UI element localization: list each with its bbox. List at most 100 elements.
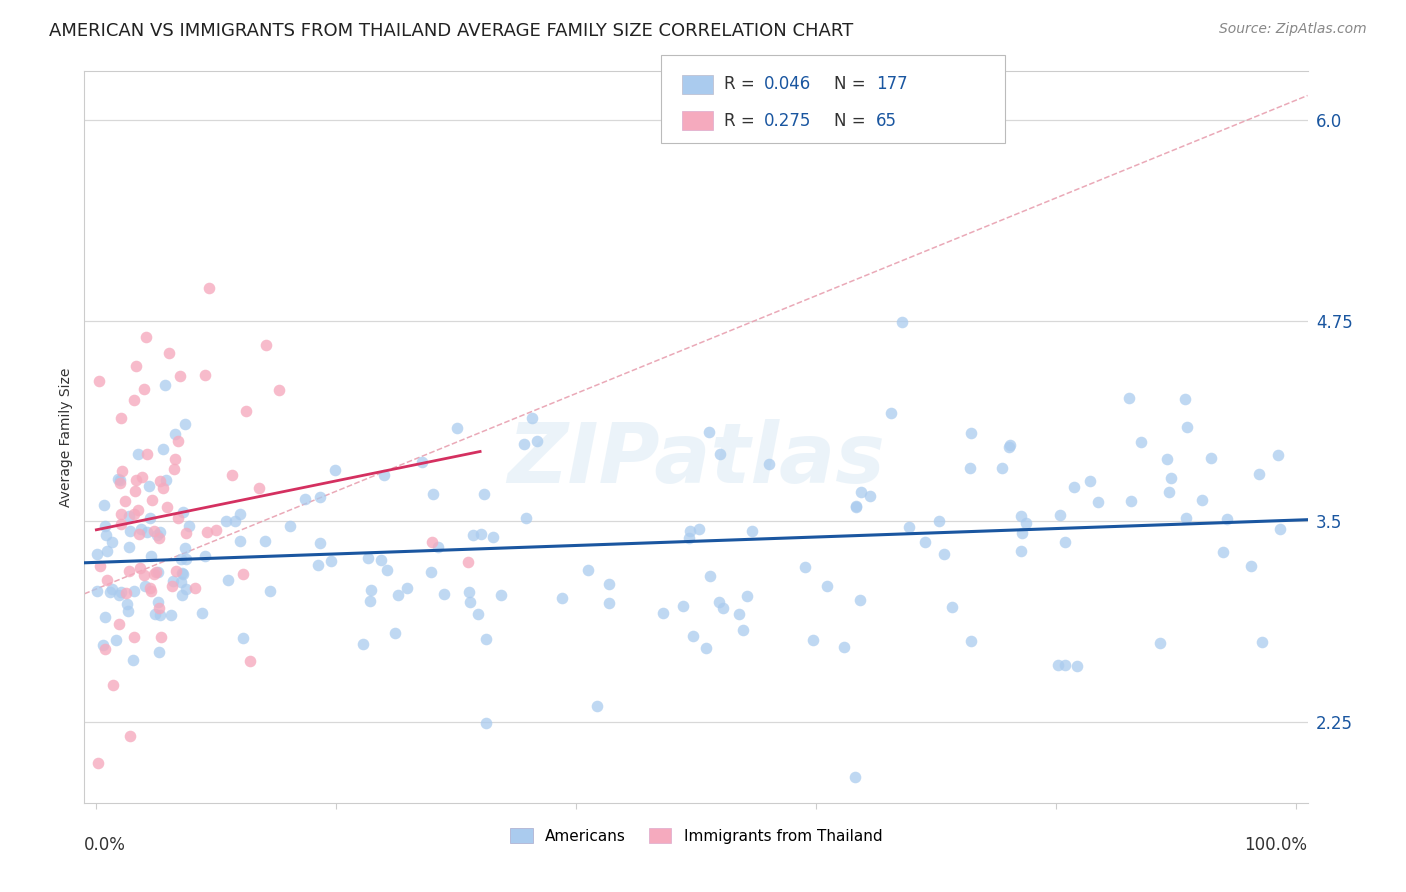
- Point: [357, 551, 380, 566]
- Point: [131, 469, 153, 483]
- Text: 0.275: 0.275: [763, 112, 811, 129]
- Point: [458, 585, 481, 599]
- Point: [232, 567, 254, 582]
- Point: [98, 584, 121, 599]
- Point: [1267, 448, 1289, 462]
- Point: [89, 374, 111, 388]
- Point: [156, 500, 179, 514]
- Point: [1159, 485, 1181, 500]
- Point: [678, 531, 700, 545]
- Point: [1047, 657, 1070, 672]
- Point: [254, 534, 277, 549]
- Point: [138, 511, 160, 525]
- Point: [1011, 526, 1033, 541]
- Point: [699, 568, 721, 582]
- Point: [728, 607, 751, 621]
- Point: [125, 359, 148, 373]
- Point: [426, 540, 449, 554]
- Point: [235, 403, 257, 417]
- Point: [688, 522, 710, 536]
- Point: [129, 523, 152, 537]
- Point: [1175, 420, 1198, 434]
- Point: [672, 599, 695, 614]
- Point: [170, 575, 193, 590]
- Point: [101, 678, 124, 692]
- Point: [118, 524, 141, 538]
- Point: [93, 642, 115, 657]
- Point: [111, 464, 134, 478]
- Point: [551, 591, 574, 606]
- Point: [93, 498, 115, 512]
- Point: [86, 756, 108, 770]
- Point: [758, 457, 780, 471]
- Point: [735, 589, 758, 603]
- Point: [307, 558, 329, 572]
- Point: [1066, 659, 1088, 673]
- Point: [515, 511, 537, 525]
- Point: [711, 601, 734, 615]
- Point: [321, 554, 343, 568]
- Point: [254, 338, 277, 352]
- Point: [1174, 510, 1197, 524]
- Point: [278, 518, 301, 533]
- Point: [142, 524, 165, 538]
- Point: [803, 633, 825, 648]
- Point: [172, 588, 194, 602]
- Y-axis label: Average Family Size: Average Family Size: [59, 368, 73, 507]
- Point: [384, 626, 406, 640]
- Text: N =: N =: [834, 112, 870, 129]
- Point: [359, 594, 381, 608]
- Point: [1191, 492, 1213, 507]
- Point: [146, 528, 169, 542]
- Point: [122, 653, 145, 667]
- Point: [174, 541, 197, 556]
- Point: [269, 383, 291, 397]
- Point: [1063, 480, 1085, 494]
- Point: [370, 553, 392, 567]
- Point: [832, 640, 855, 654]
- Point: [1121, 494, 1143, 508]
- Point: [108, 476, 131, 491]
- Point: [1118, 392, 1140, 406]
- Point: [1201, 450, 1223, 465]
- Point: [433, 587, 456, 601]
- Point: [127, 447, 149, 461]
- Point: [932, 547, 955, 561]
- Point: [420, 535, 443, 549]
- Text: 0.046: 0.046: [763, 76, 811, 94]
- Point: [352, 637, 374, 651]
- Point: [174, 526, 197, 541]
- Point: [86, 584, 108, 599]
- Point: [148, 601, 170, 615]
- Point: [741, 524, 763, 539]
- Point: [323, 463, 346, 477]
- Legend: Americans, Immigrants from Thailand: Americans, Immigrants from Thailand: [503, 822, 889, 850]
- Point: [139, 549, 162, 564]
- Point: [859, 489, 882, 503]
- Point: [118, 540, 141, 554]
- Text: 100.0%: 100.0%: [1244, 836, 1308, 854]
- Point: [815, 579, 838, 593]
- Point: [124, 484, 146, 499]
- Point: [160, 578, 183, 592]
- Point: [467, 607, 489, 622]
- Point: [139, 584, 162, 599]
- Point: [232, 632, 254, 646]
- Point: [475, 715, 498, 730]
- Point: [195, 525, 218, 540]
- Point: [124, 473, 146, 487]
- Point: [143, 607, 166, 621]
- Text: 177: 177: [876, 76, 907, 94]
- Point: [221, 468, 243, 483]
- Point: [127, 502, 149, 516]
- Point: [139, 582, 162, 596]
- Point: [177, 518, 200, 533]
- Point: [89, 559, 111, 574]
- Point: [184, 581, 207, 595]
- Point: [146, 595, 169, 609]
- Point: [96, 544, 118, 558]
- Point: [457, 555, 479, 569]
- Point: [138, 479, 160, 493]
- Point: [136, 525, 159, 540]
- Point: [149, 607, 172, 622]
